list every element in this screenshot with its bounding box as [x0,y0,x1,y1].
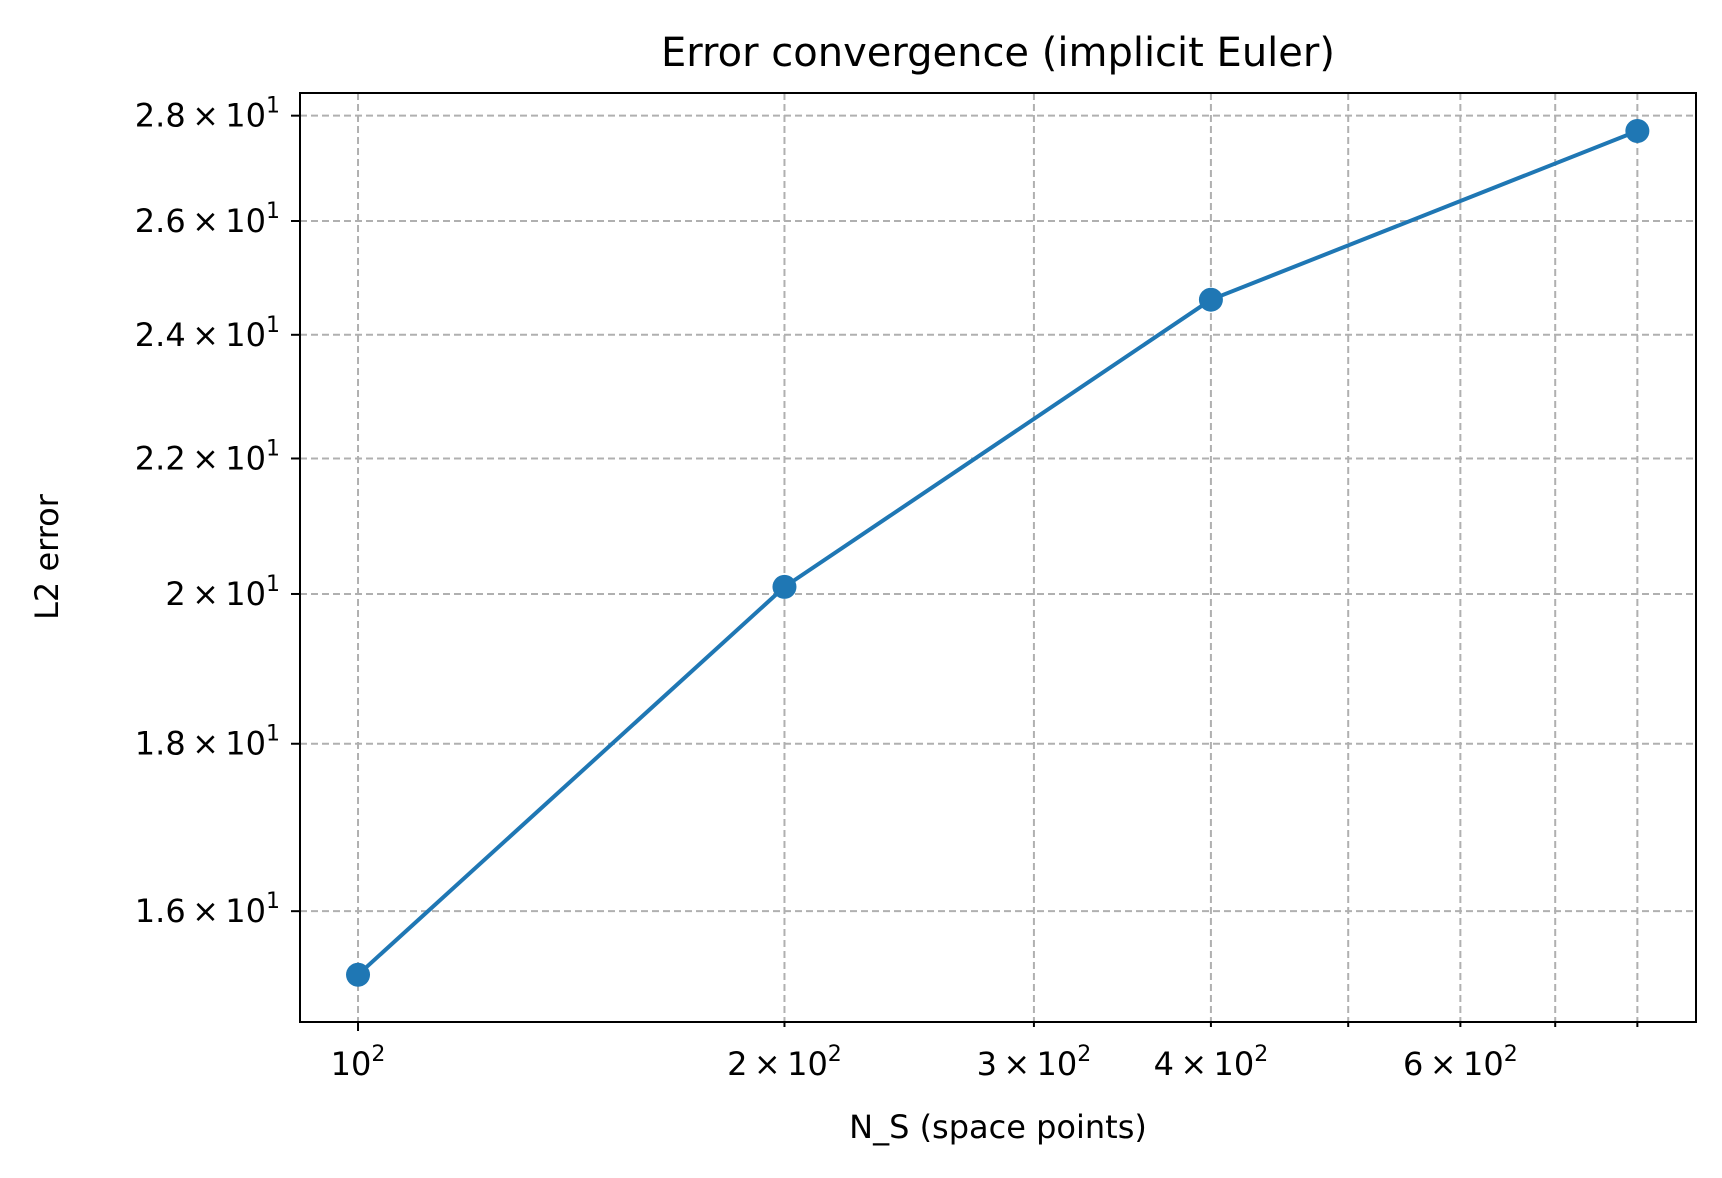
data-point [1625,118,1650,143]
x-tick-label: 6 × 102 [1403,1042,1518,1083]
data-point [1198,287,1223,312]
x-tick-label: 2 × 102 [727,1042,842,1083]
series-line [356,129,1639,977]
y-tick-label: 2.6 × 101 [135,199,280,240]
y-tick-label: 2.4 × 101 [135,313,280,354]
y-tick-label: 2.8 × 101 [135,94,280,135]
x-axis-label: N_S (space points) [849,1108,1147,1146]
plot-area-frame [299,92,1697,1023]
grid-layer [300,93,1696,1022]
x-tick-label: 4 × 102 [1154,1042,1269,1083]
y-tick-label: 2 × 101 [165,572,280,613]
x-tick-label: 3 × 102 [977,1042,1092,1083]
y-tick-label: 1.8 × 101 [135,722,280,763]
y-tick-label: 1.6 × 101 [135,889,280,930]
data-point [346,962,371,987]
x-tick-label: 102 [331,1042,386,1083]
y-axis-label: L2 error [28,493,66,620]
chart-title: Error convergence (implicit Euler) [661,30,1335,76]
series-layer [346,118,1650,987]
data-point [772,574,797,599]
y-tick-label: 2.2 × 101 [135,436,280,477]
tick-layer: 1.6 × 101 1.8 × 101 2 × 101 2.2 × 101 2.4 × … [135,94,1639,1083]
